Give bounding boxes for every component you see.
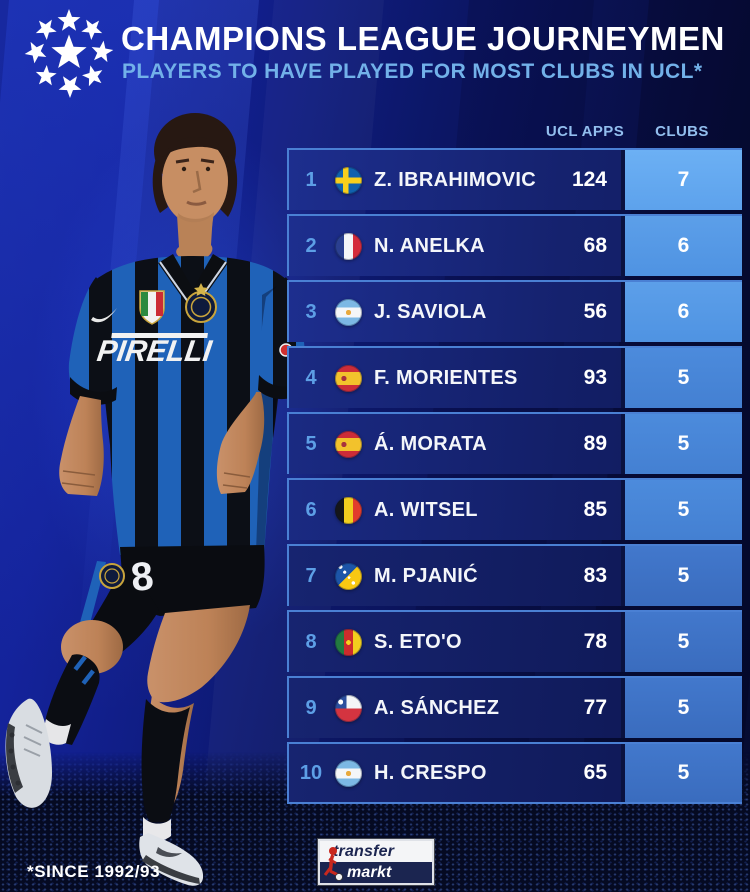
flag-belgium-icon [335,496,362,524]
ucl-apps-value: 56 [583,300,607,323]
ranking-table: 1 Z. IBRAHIMOVIC 124 7 2 N. ANELKA 68 6 … [287,148,742,804]
page-subtitle: PLAYERS TO HAVE PLAYED FOR MOST CLUBS IN… [122,60,703,83]
ucl-apps-value: 83 [583,564,607,587]
flag-france-icon [335,232,362,260]
player-name: J. SAVIOLA [374,300,487,323]
table-row: 7 M. PJANIĆ 83 5 [287,544,742,606]
brand-word-markt: markt [347,863,392,881]
clubs-value: 7 [621,150,742,210]
rank-label: 8 [305,630,317,653]
rank-label: 1 [305,168,317,191]
clubs-value: 5 [621,678,742,738]
ucl-apps-value: 65 [583,761,607,784]
player-name: M. PJANIĆ [374,564,478,587]
table-row: 6 A. WITSEL 85 5 [287,478,742,540]
rank-label: 6 [305,498,317,521]
table-row: 2 N. ANELKA 68 6 [287,214,742,276]
transfermarkt-logo-top: transfer [320,841,432,862]
ucl-apps-value: 68 [583,234,607,257]
clubs-value: 5 [621,546,742,606]
table-row: 8 S. ETO'O 78 5 [287,610,742,672]
ucl-apps-value: 124 [571,168,607,191]
table-row: 4 F. MORIENTES 93 5 [287,346,742,408]
table-row: 9 A. SÁNCHEZ 77 5 [287,676,742,738]
flag-argentina-icon [335,759,362,787]
flag-spain-icon [335,364,362,392]
ucl-apps-value: 85 [583,498,607,521]
ucl-starball-logo-icon [22,9,116,98]
transfermarkt-logo-bottom: markt [320,862,432,883]
page-title: CHAMPIONS LEAGUE JOURNEYMEN [121,20,725,57]
brand-word-transfer: transfer [333,842,395,860]
ucl-apps-value: 93 [583,366,607,389]
rank-label: 5 [305,432,317,455]
player-name: S. ETO'O [374,630,462,653]
rank-label: 7 [305,564,317,587]
player-name: F. MORIENTES [374,366,518,389]
table-row: 10 H. CRESPO 65 5 [287,742,742,804]
player-name: N. ANELKA [374,234,485,257]
clubs-value: 5 [621,414,742,474]
svg-text:PIRELLI: PIRELLI [95,335,214,368]
transfermarkt-logo: transfer markt [318,839,434,885]
kicker-figure-icon [323,847,343,881]
clubs-value: 5 [621,744,742,802]
flag-chile-icon [335,694,362,722]
table-row: 5 Á. MORATA 89 5 [287,412,742,474]
rank-label: 2 [305,234,317,257]
table-row: 1 Z. IBRAHIMOVIC 124 7 [287,148,742,210]
clubs-value: 6 [621,216,742,276]
player-name: Z. IBRAHIMOVIC [374,168,536,191]
column-header-clubs: CLUBS [655,123,709,140]
clubs-value: 6 [621,282,742,342]
clubs-value: 5 [621,348,742,408]
svg-text:8: 8 [129,554,156,600]
flag-cameroon-icon [335,628,362,656]
table-row: 3 J. SAVIOLA 56 6 [287,280,742,342]
player-name: A. SÁNCHEZ [374,696,500,719]
ucl-apps-value: 77 [583,696,607,719]
ucl-apps-value: 89 [583,432,607,455]
flag-sweden-icon [335,166,362,194]
flag-argentina-icon [335,298,362,326]
clubs-value: 5 [621,612,742,672]
ucl-apps-value: 78 [583,630,607,653]
player-name: A. WITSEL [374,498,478,521]
player-name: Á. MORATA [374,432,488,455]
rank-label: 10 [299,761,323,784]
column-header-ucl-apps: UCL APPS [545,123,625,140]
rank-label: 3 [305,300,317,323]
clubs-value: 5 [621,480,742,540]
rank-label: 4 [305,366,317,389]
player-name: H. CRESPO [374,761,487,784]
flag-spain-icon [335,430,362,458]
rank-label: 9 [305,696,317,719]
footnote-since: *SINCE 1992/93 [27,862,161,881]
flag-bosnia-icon [335,562,362,590]
